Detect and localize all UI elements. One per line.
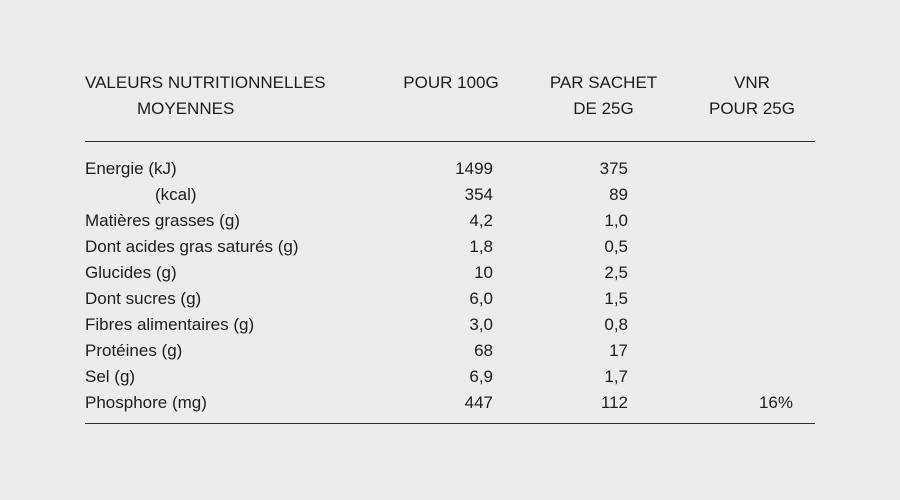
row-label: Fibres alimentaires (g) <box>85 315 255 334</box>
value-per-sachet: 1,7 <box>604 367 628 386</box>
header-per-sachet-line1: PAR SACHET <box>549 73 658 92</box>
header-per-100g: POUR 100G <box>365 70 537 142</box>
value-vnr: 16% <box>670 390 815 424</box>
row-label: Dont acides gras saturés (g) <box>85 237 299 256</box>
table-body: Energie (kJ) 1499 375 (kcal) 354 89 Mati… <box>85 142 815 424</box>
table-row-sucres: Dont sucres (g) 6,0 1,5 <box>85 286 815 312</box>
table-row-phosphore: Phosphore (mg) 447 112 16% <box>85 390 815 424</box>
row-label: Dont sucres (g) <box>85 289 202 308</box>
value-per-sachet: 112 <box>537 390 670 424</box>
value-per-100g: 4,2 <box>469 211 493 230</box>
value-per-sachet: 0,5 <box>604 237 628 256</box>
table-header-row: VALEURS NUTRITIONNELLES MOYENNES POUR 10… <box>85 70 815 142</box>
row-label: Protéines (g) <box>85 341 183 360</box>
value-per-100g: 68 <box>474 341 493 360</box>
value-per-100g: 6,0 <box>469 289 493 308</box>
row-label: Energie (kJ) <box>85 159 177 178</box>
row-label: Phosphore (mg) <box>85 390 365 424</box>
value-per-sachet: 89 <box>609 185 628 204</box>
value-vnr <box>670 338 815 364</box>
table-row-sel: Sel (g) 6,9 1,7 <box>85 364 815 390</box>
row-label: Sel (g) <box>85 367 136 386</box>
table-row-matieres-grasses: Matières grasses (g) 4,2 1,0 <box>85 208 815 234</box>
value-per-100g: 1,8 <box>469 237 493 256</box>
table-row-glucides: Glucides (g) 10 2,5 <box>85 260 815 286</box>
value-per-sachet: 0,8 <box>604 315 628 334</box>
table-row-proteines: Protéines (g) 68 17 <box>85 338 815 364</box>
value-per-100g: 1499 <box>455 159 493 178</box>
value-vnr <box>670 182 815 208</box>
table-row-energie-kcal: (kcal) 354 89 <box>85 182 815 208</box>
value-vnr <box>670 234 815 260</box>
value-vnr <box>670 260 815 286</box>
value-per-sachet: 375 <box>599 159 628 178</box>
value-per-100g: 3,0 <box>469 315 493 334</box>
row-label: Glucides (g) <box>85 263 177 282</box>
value-vnr <box>670 142 815 183</box>
value-vnr <box>670 364 815 390</box>
header-vnr-line1: VNR <box>734 73 770 92</box>
nutrition-table: VALEURS NUTRITIONNELLES MOYENNES POUR 10… <box>85 70 815 424</box>
header-values-line1: VALEURS NUTRITIONNELLES <box>85 73 326 92</box>
header-values-line2: MOYENNES <box>137 99 235 118</box>
table-row-acides-gras-satures: Dont acides gras saturés (g) 1,8 0,5 <box>85 234 815 260</box>
table-row-energie-kj: Energie (kJ) 1499 375 <box>85 142 815 183</box>
header-per-sachet-line2: DE 25G <box>573 99 634 118</box>
header-vnr-line2: POUR 25G <box>709 99 795 118</box>
table-header: VALEURS NUTRITIONNELLES MOYENNES POUR 10… <box>85 70 815 142</box>
table-row-fibres: Fibres alimentaires (g) 3,0 0,8 <box>85 312 815 338</box>
value-per-100g: 447 <box>365 390 537 424</box>
value-per-100g: 10 <box>474 263 493 282</box>
value-per-sachet: 1,5 <box>604 289 628 308</box>
header-vnr: VNR POUR 25G <box>670 70 815 142</box>
value-per-100g: 354 <box>464 185 493 204</box>
value-per-sachet: 2,5 <box>604 263 628 282</box>
value-per-sachet: 17 <box>609 341 628 360</box>
row-label: (kcal) <box>155 185 197 204</box>
header-values-column: VALEURS NUTRITIONNELLES MOYENNES <box>85 70 365 142</box>
header-per-100g-label: POUR 100G <box>403 73 499 92</box>
value-per-sachet: 1,0 <box>604 211 628 230</box>
row-label: Matières grasses (g) <box>85 211 240 230</box>
value-vnr <box>670 312 815 338</box>
value-vnr <box>670 208 815 234</box>
value-vnr <box>670 286 815 312</box>
value-per-100g: 6,9 <box>469 367 493 386</box>
header-per-sachet: PAR SACHET DE 25G <box>537 70 670 142</box>
